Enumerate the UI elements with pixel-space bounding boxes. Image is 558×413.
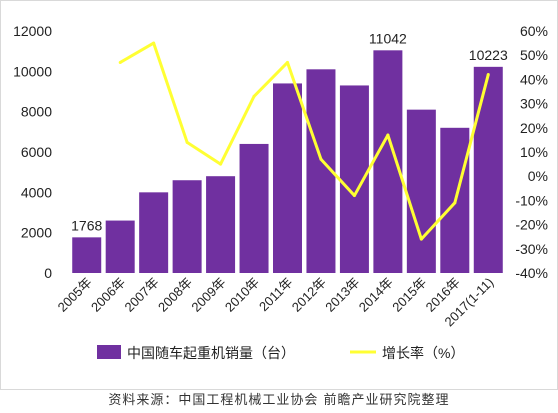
x-tick-label: 2011年 (256, 275, 296, 315)
legend-bar-label: 中国随车起重机销量（台） (127, 345, 295, 361)
x-axis: 2005年2006年2007年2008年2009年2010年2011年2012年… (55, 275, 497, 330)
bar (406, 109, 436, 274)
left-tick-label: 10000 (13, 63, 52, 79)
right-tick-label: 10% (520, 144, 548, 160)
line-point (386, 133, 390, 137)
left-tick-label: 8000 (21, 104, 52, 120)
growth-rate-line (119, 41, 490, 241)
right-tick-label: 60% (520, 23, 548, 39)
left-tick-label: 12000 (13, 23, 52, 39)
data-label: 11042 (369, 30, 407, 46)
right-tick-label: 20% (520, 120, 548, 136)
x-tick-label: 2007年 (122, 275, 162, 315)
line-point (419, 237, 423, 241)
bar (239, 143, 269, 273)
bar-series (72, 50, 503, 274)
line-point (453, 201, 457, 205)
right-tick-label: 30% (520, 96, 548, 112)
line-point (352, 194, 356, 198)
bar (273, 83, 302, 273)
line-point (252, 94, 256, 98)
data-label: 10223 (469, 47, 508, 63)
bar (139, 192, 169, 273)
legend-line-label: 增长率（%） (382, 345, 464, 361)
line-point (286, 60, 289, 64)
line-series (118, 41, 490, 241)
bar (72, 237, 102, 273)
right-tick-label: -30% (515, 241, 548, 257)
left-tick-label: 2000 (21, 225, 52, 241)
bar (206, 176, 236, 273)
legend-bar-swatch (97, 345, 121, 359)
bar-line-chart: 0 2000 4000 6000 8000 10000 12000 -40% -30% -20%… (13, 23, 548, 361)
x-tick-label: 2008年 (155, 275, 195, 315)
line-point (118, 60, 122, 64)
x-tick-label: 2015年 (389, 275, 429, 315)
x-tick-label: 2010年 (222, 275, 262, 315)
left-tick-label: 6000 (21, 144, 52, 160)
left-axis: 0 2000 4000 6000 8000 10000 12000 (13, 23, 52, 281)
line-point (486, 73, 490, 77)
bar (473, 66, 503, 273)
right-tick-label: -10% (515, 192, 548, 208)
line-point (319, 157, 323, 161)
bar (373, 50, 403, 273)
x-tick-label: 2013年 (322, 275, 362, 315)
right-axis: -40% -30% -20% -10% 0% 10% 20% 30% 40% 50% 60% (515, 23, 548, 281)
right-tick-label: -40% (515, 265, 548, 281)
left-tick-label: 0 (44, 265, 52, 281)
line-point (185, 140, 189, 144)
line-point (152, 41, 156, 45)
left-tick-label: 4000 (21, 184, 52, 200)
x-tick-label: 2009年 (188, 275, 228, 315)
source-note: 资料来源：中国工程机械工业协会 前瞻产业研究院整理 (108, 393, 450, 408)
data-label: 1768 (71, 217, 102, 233)
x-tick-label: 2005年 (55, 275, 95, 315)
line-point (219, 162, 223, 166)
right-tick-label: -20% (515, 217, 548, 233)
data-labels: 1768 11042 10223 (71, 30, 508, 233)
right-tick-label: 40% (520, 71, 548, 87)
x-tick-label: 2006年 (88, 275, 128, 315)
x-tick-label: 2012年 (289, 275, 329, 315)
x-tick-label: 2014年 (356, 275, 396, 315)
legend: 中国随车起重机销量（台） 增长率（%） (97, 345, 464, 361)
right-tick-label: 0% (528, 168, 548, 184)
bar (105, 220, 135, 273)
right-tick-label: 50% (520, 47, 548, 63)
bar (172, 180, 202, 273)
